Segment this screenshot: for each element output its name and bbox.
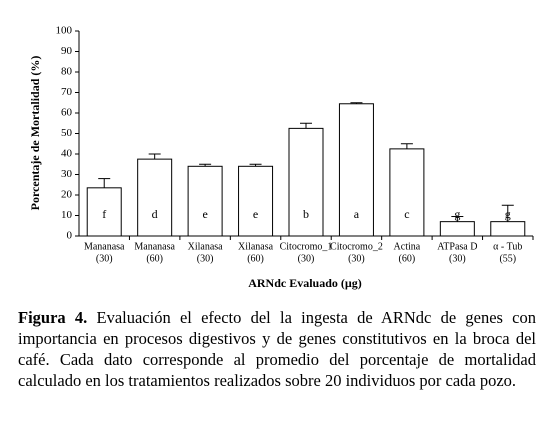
- bar: [439, 221, 475, 237]
- chart: Porcentaje de Mortalidad (%) ARNdc Evalu…: [28, 25, 534, 290]
- group-letter: c: [404, 207, 409, 221]
- x-tick-label: Xilanasa: [188, 241, 224, 252]
- group-letter: b: [303, 207, 309, 221]
- bar: [338, 103, 374, 237]
- x-tick-label: α - Tub: [493, 241, 522, 252]
- x-tick-dose: (60): [146, 253, 163, 264]
- bar: [187, 165, 223, 237]
- bar: [490, 221, 526, 237]
- bar: [137, 158, 173, 237]
- x-axis-label: ARNdc Evaluado (µg): [248, 276, 362, 290]
- y-tick-label: 10: [61, 209, 73, 221]
- caption-text: Evaluación el efecto del la ingesta de A…: [18, 308, 537, 390]
- x-tick-dose: (30): [348, 253, 365, 264]
- x-tick-dose: (30): [96, 253, 113, 264]
- x-tick-label: Xilanasa: [238, 241, 274, 252]
- y-tick-label: 90: [61, 45, 73, 57]
- x-tick-label: Citocromo_1: [280, 241, 333, 252]
- bar: [238, 165, 274, 237]
- y-axis-label: Porcentaje de Mortalidad (%): [28, 56, 42, 211]
- y-tick-label: 40: [61, 148, 73, 160]
- group-letter: f: [102, 207, 106, 221]
- y-tick-label: 0: [67, 230, 73, 242]
- x-tick-dose: (30): [298, 253, 315, 264]
- caption-label: Figura 4.: [18, 308, 88, 327]
- bar: [389, 148, 425, 237]
- group-letter: g: [454, 207, 460, 221]
- bar: [86, 187, 122, 237]
- y-tick-label: 20: [61, 189, 73, 201]
- group-letter: e: [253, 207, 258, 221]
- group-letter: a: [354, 207, 360, 221]
- y-tick-label: 70: [61, 86, 73, 98]
- x-tick-label: Actina: [394, 241, 421, 252]
- group-letter: d: [152, 207, 158, 221]
- y-tick-label: 100: [56, 25, 73, 37]
- y-tick-label: 30: [61, 168, 73, 180]
- x-tick-label: Mananasa: [84, 241, 125, 252]
- x-tick-dose: (60): [247, 253, 264, 264]
- x-tick-dose: (30): [197, 253, 214, 264]
- y-tick-label: 80: [61, 66, 73, 78]
- x-tick-dose: (30): [449, 253, 466, 264]
- y-tick-label: 50: [61, 127, 73, 139]
- y-tick-label: 60: [61, 107, 73, 119]
- x-tick-dose: (60): [399, 253, 416, 264]
- group-letter: g: [505, 207, 511, 221]
- x-tick-label: ATPasa D: [437, 241, 477, 252]
- x-tick-label: Mananasa: [134, 241, 175, 252]
- x-tick-label: Citocromo_2: [330, 241, 383, 252]
- x-tick-dose: (55): [499, 253, 516, 264]
- group-letter: e: [202, 207, 207, 221]
- caption: Figura 4. Evaluación el efecto del la in…: [18, 307, 536, 391]
- bar: [288, 127, 324, 237]
